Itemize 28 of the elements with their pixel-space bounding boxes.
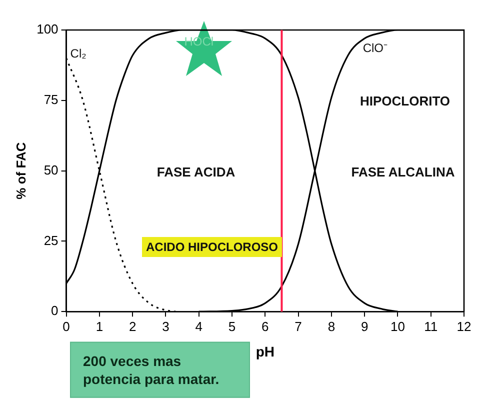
- y-tick-label: 100: [36, 22, 58, 37]
- annotation: FASE ALCALINA: [351, 164, 455, 180]
- annotation: HIPOCLORITO: [360, 94, 450, 108]
- x-tick-label: 0: [62, 318, 70, 334]
- x-tick-label: 7: [294, 318, 302, 334]
- x-tick-label: 2: [128, 318, 136, 334]
- x-tick-label: 12: [456, 318, 472, 334]
- x-tick-label: 10: [390, 318, 405, 334]
- x-tick-label: 6: [262, 318, 269, 334]
- x-axis-title: pH: [256, 343, 274, 360]
- text: 200 veces mas potencia para matar.: [70, 342, 250, 398]
- series-label: HOCl: [184, 34, 214, 48]
- annotation: ACIDO HIPOCLOROSO: [142, 237, 282, 257]
- series-label: Cl₂: [70, 46, 87, 60]
- x-tick-label: 3: [162, 318, 170, 334]
- y-tick-label: 50: [44, 162, 58, 178]
- x-tick-label: 1: [96, 318, 104, 334]
- y-tick-label: 0: [51, 303, 58, 318]
- y-tick-label: 75: [44, 92, 58, 107]
- x-tick-label: 5: [228, 318, 236, 334]
- annotation: FASE ACIDA: [156, 164, 236, 180]
- x-tick-label: 9: [360, 318, 368, 334]
- x-tick-label: 8: [328, 318, 336, 334]
- series-label: ClO⁻: [362, 41, 388, 56]
- x-tick-label: 4: [195, 318, 202, 334]
- y-axis-title: % of FAC: [13, 142, 28, 200]
- y-tick-label: 25: [44, 232, 58, 248]
- x-tick-label: 11: [424, 318, 438, 334]
